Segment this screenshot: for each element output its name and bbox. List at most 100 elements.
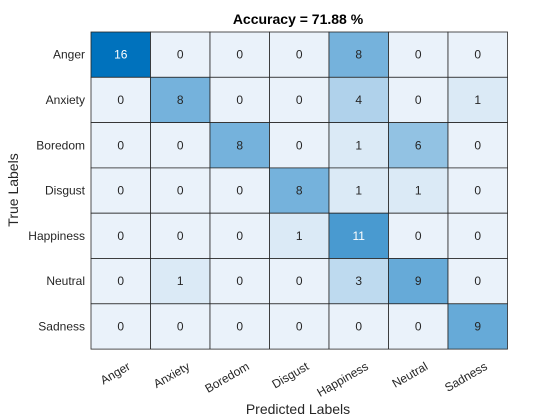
cell-value-label: 0 — [117, 184, 124, 198]
chart-title: Accuracy = 71.88 % — [233, 11, 364, 27]
cell-value-label: 8 — [177, 93, 184, 107]
cell-value-label: 0 — [177, 138, 184, 152]
y-tick-labels: Anger Anxiety Boredom Disgust Happiness Neutr… — [28, 48, 85, 334]
heatmap-cell — [447, 122, 508, 169]
cell-value-label: 0 — [296, 93, 303, 107]
heatmap-cell — [150, 122, 211, 169]
x-tick-label: Happiness — [315, 359, 371, 399]
y-tick-label: Disgust — [45, 184, 86, 198]
cell-value-label: 0 — [117, 319, 124, 333]
x-tick-label: Disgust — [269, 359, 311, 391]
cell-value-label: 0 — [177, 48, 184, 62]
cell-value-label: 0 — [474, 274, 481, 288]
cell-value-label: 11 — [353, 229, 366, 243]
x-tick-label: Anger — [98, 359, 133, 387]
heatmap-cell — [90, 303, 151, 350]
cell-value-label: 0 — [236, 184, 243, 198]
cell-value-label: 0 — [296, 48, 303, 62]
cell-value-label: 1 — [296, 229, 303, 243]
heatmap-cell — [209, 303, 270, 350]
cell-value-label: 0 — [474, 184, 481, 198]
cell-value-label: 0 — [236, 48, 243, 62]
x-tick-label: Anxiety — [151, 359, 192, 391]
heatmap-cell — [209, 31, 270, 78]
cell-value-label: 0 — [236, 319, 243, 333]
y-axis-label: True Labels — [5, 153, 21, 226]
cell-value-label: 1 — [474, 93, 481, 107]
cell-value-label: 0 — [415, 48, 422, 62]
cell-value-label: 0 — [415, 93, 422, 107]
cell-value-label: 0 — [177, 184, 184, 198]
cell-value-label: 0 — [296, 138, 303, 152]
y-tick-label: Anxiety — [46, 93, 85, 107]
cell-value-label: 0 — [296, 274, 303, 288]
heatmap-cell — [90, 76, 151, 124]
cell-value-label: 0 — [474, 229, 481, 243]
cell-value-label: 1 — [415, 184, 422, 198]
x-tick-label: Sadness — [442, 359, 489, 394]
heatmap-cell — [328, 258, 389, 305]
cell-value-label: 8 — [355, 48, 362, 62]
heatmap-cell — [388, 122, 449, 169]
heatmap-cell — [328, 303, 389, 350]
cell-value-label: 6 — [415, 138, 422, 152]
heatmap-cell — [150, 258, 211, 305]
cell-value-label: 0 — [117, 274, 124, 288]
cell-value-label: 0 — [117, 138, 124, 152]
heatmap-cell — [269, 31, 330, 78]
cell-value-label: 0 — [177, 229, 184, 243]
heatmap-cell — [209, 258, 270, 305]
cell-value-label: 1 — [355, 184, 362, 198]
cell-value-label: 16 — [114, 48, 128, 62]
cell-value-label: 0 — [236, 229, 243, 243]
x-axis-label: Predicted Labels — [246, 401, 350, 417]
cell-value-label: 0 — [177, 319, 184, 333]
cell-value-label: 9 — [415, 274, 422, 288]
y-tick-label: Sadness — [38, 319, 85, 333]
heatmap-cell — [269, 258, 330, 305]
cell-value-label: 0 — [296, 319, 303, 333]
cell-value-label: 0 — [117, 93, 124, 107]
heatmap-cell — [447, 303, 508, 350]
y-tick-label: Happiness — [28, 229, 85, 243]
heatmap-cell — [388, 31, 449, 78]
cell-value-label: 3 — [355, 274, 362, 288]
heatmap-cell — [209, 122, 270, 169]
heatmap-cell — [447, 167, 508, 214]
heatmap-cell — [90, 258, 151, 305]
cell-value-label: 1 — [355, 138, 362, 152]
cell-value-label: 0 — [117, 229, 124, 243]
heatmap-cell — [269, 303, 330, 350]
heatmap-cell — [269, 122, 330, 169]
cell-value-label: 9 — [474, 319, 481, 333]
cell-value-label: 0 — [236, 274, 243, 288]
heatmap-cell — [90, 31, 151, 78]
x-tick-labels: Anger Anxiety Boredom Disgust Happiness Neutr… — [98, 359, 490, 400]
cell-value-label: 0 — [474, 138, 481, 152]
cell-value-label: 0 — [415, 319, 422, 333]
heatmap-cells: 16 0 0 0 8 0 00 8 0 0 4 0 10 0 8 0 1 6 00 0 0 8 1 1 00 0 0 1 11 0 00 1 0… — [90, 31, 508, 350]
heatmap-cell — [388, 303, 449, 350]
heatmap-cell — [150, 167, 211, 214]
cell-value-label: 4 — [355, 93, 362, 107]
y-tick-label: Anger — [53, 48, 85, 62]
heatmap-cell — [328, 122, 389, 169]
cell-value-label: 8 — [236, 138, 243, 152]
heatmap-cell — [209, 212, 270, 259]
cell-value-label: 1 — [177, 274, 184, 288]
x-tick-label: Neutral — [390, 359, 431, 390]
cell-value-label: 0 — [355, 319, 362, 333]
heatmap-cell — [447, 76, 508, 124]
heatmap-cell — [90, 167, 151, 214]
cell-value-label: 0 — [415, 229, 422, 243]
heatmap-cell — [150, 31, 211, 78]
heatmap-cell — [90, 212, 151, 259]
heatmap-cell — [269, 167, 330, 214]
heatmap-cell — [328, 76, 389, 124]
heatmap-cell — [209, 76, 270, 124]
heatmap-cell — [447, 258, 508, 305]
cell-value-label: 0 — [236, 93, 243, 107]
cell-value-label: 8 — [296, 184, 303, 198]
